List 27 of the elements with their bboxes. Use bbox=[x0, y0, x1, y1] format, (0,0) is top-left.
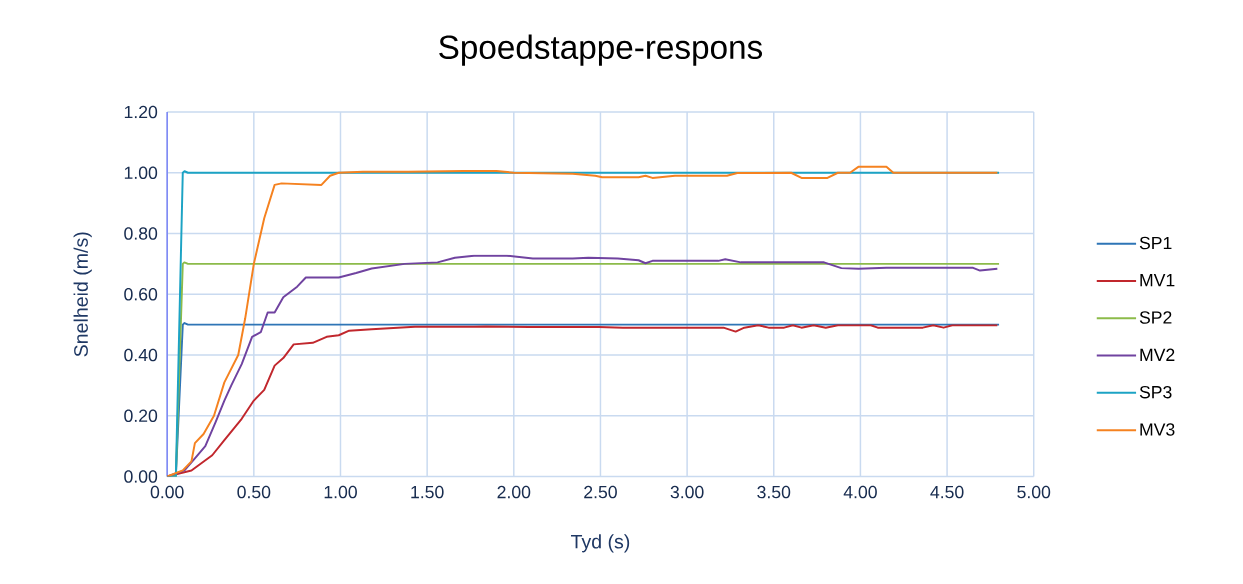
x-tick-label: 1.00 bbox=[324, 486, 357, 499]
x-tick-label: 2.00 bbox=[497, 486, 531, 499]
y-tick-label: 1.20 bbox=[124, 105, 158, 119]
x-tick-label: 4.50 bbox=[930, 486, 964, 499]
x-tick-label: 4.00 bbox=[843, 486, 877, 499]
x-tick-label: 3.50 bbox=[757, 486, 791, 499]
chart-title: Spoedstappe-respons bbox=[439, 34, 763, 66]
x-tick-label: 3.00 bbox=[670, 486, 704, 499]
y-tick-label: 0.00 bbox=[124, 470, 158, 483]
y-tick-label: 0.60 bbox=[124, 288, 158, 301]
x-tick-label: 2.50 bbox=[584, 486, 617, 499]
legend-label: MV1 bbox=[1140, 274, 1175, 287]
y-tick-label: 0.80 bbox=[124, 227, 158, 240]
legend-label: SP1 bbox=[1139, 236, 1172, 250]
legend-label: SP3 bbox=[1139, 386, 1172, 399]
x-tick-label: 1.50 bbox=[411, 486, 444, 499]
legend-label: SP2 bbox=[1139, 311, 1172, 324]
x-tick-label: 5.00 bbox=[1017, 486, 1051, 499]
y-tick-label: 0.40 bbox=[124, 348, 158, 362]
x-tick-label: 0.00 bbox=[150, 486, 184, 499]
legend-label: MV3 bbox=[1140, 423, 1175, 436]
x-tick-label: 0.50 bbox=[237, 486, 271, 499]
y-tick-label: 1.00 bbox=[124, 166, 158, 180]
y-tick-label: 0.20 bbox=[124, 409, 158, 423]
y-axis-title: Snelheid (m/s) bbox=[73, 232, 92, 357]
legend-label: MV2 bbox=[1140, 348, 1175, 362]
x-axis-title: Tyd (s) bbox=[570, 534, 630, 553]
